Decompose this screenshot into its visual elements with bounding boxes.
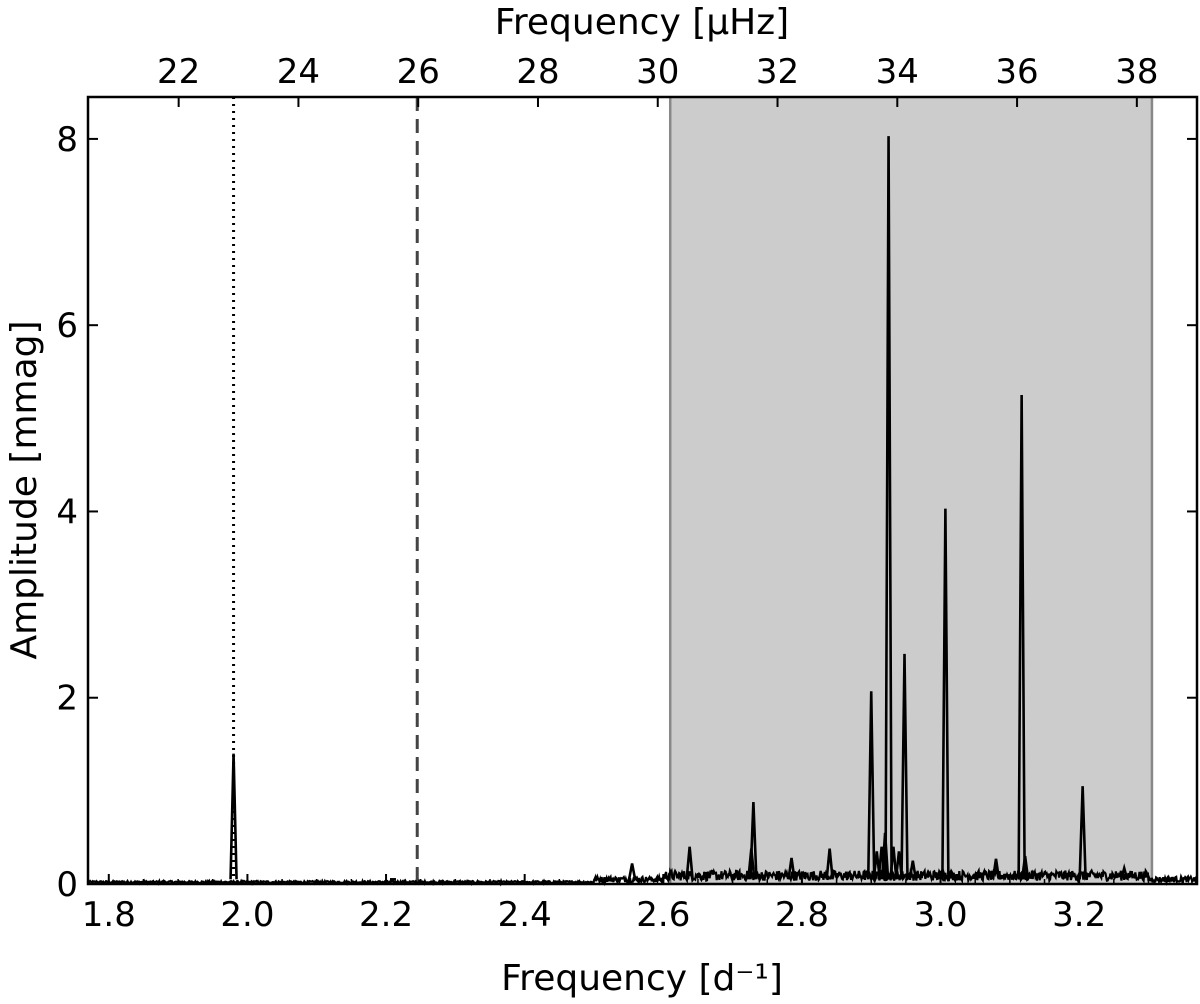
top-tick-label: 36 (995, 52, 1038, 92)
peak (627, 863, 637, 880)
x-tick-label: 1.8 (82, 895, 136, 935)
y-tick-label: 0 (56, 865, 78, 905)
top-tick-label: 24 (277, 52, 320, 92)
peak (1020, 855, 1030, 880)
noise-baseline (87, 866, 1199, 887)
peak (787, 857, 796, 880)
peak (1119, 863, 1129, 880)
peak (1017, 395, 1026, 880)
y-tick-label: 6 (56, 306, 78, 346)
top-tick-label: 32 (756, 52, 799, 92)
peak (889, 846, 898, 880)
shaded-region-layer (668, 97, 1154, 884)
top-tick-label: 26 (397, 52, 440, 92)
y-tick-label: 4 (56, 492, 78, 532)
peak (908, 860, 918, 880)
x-tick-label: 3.0 (914, 895, 968, 935)
peak (900, 653, 909, 880)
peak (229, 753, 238, 880)
peak (884, 136, 893, 880)
peak (685, 846, 694, 880)
top-tick-label: 28 (516, 52, 559, 92)
shaded-region (670, 97, 1152, 884)
top-tick-label: 38 (1115, 52, 1158, 92)
reference-lines-layer (232, 97, 419, 884)
x-axis-title: Frequency [d⁻¹] (501, 958, 783, 999)
top-tick-label: 30 (636, 52, 679, 92)
peak (866, 691, 876, 880)
x-tick-label: 2.6 (636, 895, 690, 935)
x-tick-label: 2.0 (220, 895, 274, 935)
peak (749, 801, 758, 880)
peak (941, 508, 950, 880)
x-tick-label: 2.2 (359, 895, 413, 935)
top-tick-label: 22 (157, 52, 200, 92)
series-layer (87, 136, 1199, 887)
peak (1078, 786, 1087, 880)
y-tick-label: 8 (56, 120, 78, 160)
peak (991, 858, 1001, 880)
plot-frame (86, 95, 1199, 886)
top-axis-title: Frequency [μHz] (495, 2, 789, 43)
x-tick-label: 2.8 (775, 895, 829, 935)
x-tick-label: 3.2 (1052, 895, 1106, 935)
x-tick-label: 2.4 (498, 895, 552, 935)
peak (825, 848, 834, 880)
y-tick-label: 2 (56, 679, 78, 719)
y-axis-title: Amplitude [mmag] (4, 320, 45, 659)
top-tick-label: 34 (876, 52, 919, 92)
